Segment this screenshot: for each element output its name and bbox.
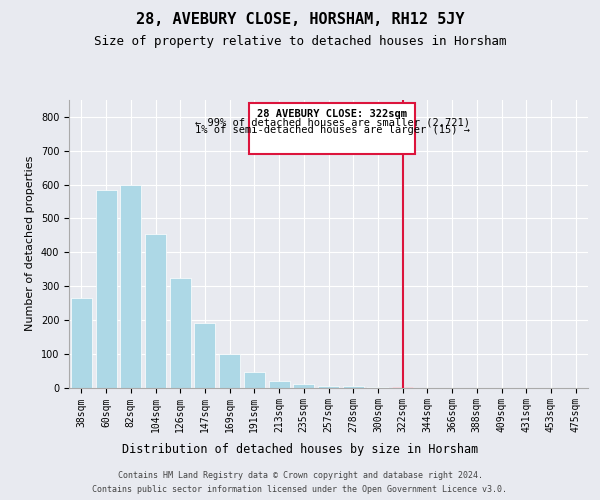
Bar [318, 386, 339, 388]
Bar [219, 354, 240, 388]
Bar [120, 184, 141, 388]
Y-axis label: Number of detached properties: Number of detached properties [25, 156, 35, 332]
Text: ← 99% of detached houses are smaller (2,721): ← 99% of detached houses are smaller (2,… [195, 118, 470, 128]
Bar [194, 323, 215, 388]
Bar [145, 234, 166, 388]
Text: Contains public sector information licensed under the Open Government Licence v3: Contains public sector information licen… [92, 485, 508, 494]
Bar [244, 372, 265, 388]
Text: 28, AVEBURY CLOSE, HORSHAM, RH12 5JY: 28, AVEBURY CLOSE, HORSHAM, RH12 5JY [136, 12, 464, 28]
Bar [250, 104, 415, 154]
Text: Contains HM Land Registry data © Crown copyright and database right 2024.: Contains HM Land Registry data © Crown c… [118, 471, 482, 480]
Text: Size of property relative to detached houses in Horsham: Size of property relative to detached ho… [94, 35, 506, 48]
Text: 1% of semi-detached houses are larger (15) →: 1% of semi-detached houses are larger (1… [195, 124, 470, 134]
Bar [95, 190, 116, 388]
Bar [71, 298, 92, 388]
Bar [170, 278, 191, 388]
Text: 28 AVEBURY CLOSE: 322sqm: 28 AVEBURY CLOSE: 322sqm [257, 110, 407, 120]
Bar [367, 387, 388, 388]
Bar [343, 386, 364, 388]
Bar [269, 380, 290, 388]
Bar [293, 384, 314, 388]
Text: Distribution of detached houses by size in Horsham: Distribution of detached houses by size … [122, 442, 478, 456]
